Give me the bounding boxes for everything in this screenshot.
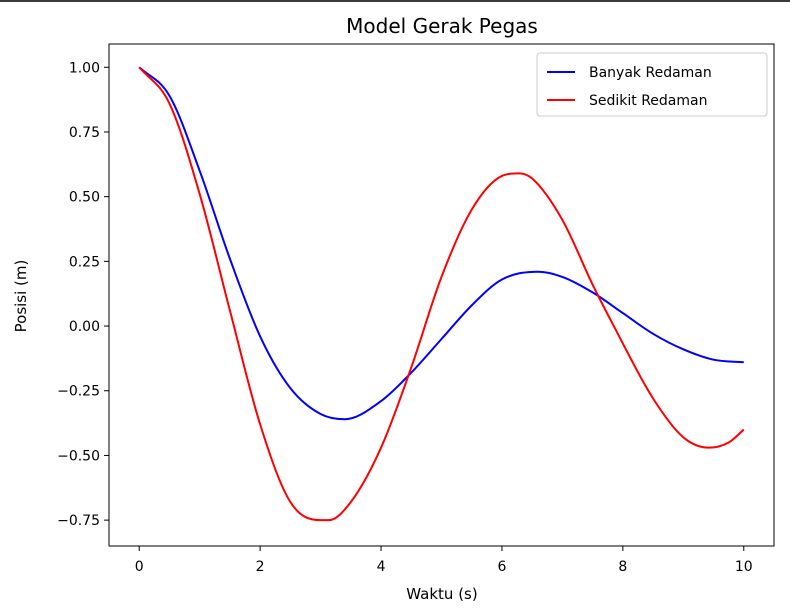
series-line-banyak-redaman xyxy=(138,66,744,421)
y-tick-label: 0.50 xyxy=(69,190,100,206)
plot-area xyxy=(138,66,745,522)
legend-box xyxy=(536,52,768,117)
legend-label: Banyak Redaman xyxy=(589,65,712,81)
y-tick-label: −0.50 xyxy=(57,448,100,464)
y-tick-label: 0.25 xyxy=(69,254,100,270)
x-tick-label: 4 xyxy=(377,559,386,575)
x-tick-label: 8 xyxy=(618,559,627,575)
y-tick-label: −0.25 xyxy=(57,384,100,400)
legend-label: Sedikit Redaman xyxy=(589,93,707,109)
y-axis-label: Posisi (m) xyxy=(12,260,30,333)
axes-frame xyxy=(108,43,775,547)
x-tick-label: 0 xyxy=(135,559,144,575)
y-tick-label: 1.00 xyxy=(69,60,100,76)
x-tick-label: 2 xyxy=(256,559,265,575)
x-axis-label: Waktu (s) xyxy=(406,585,477,603)
x-tick-label: 6 xyxy=(497,559,506,575)
y-tick-label: 0.75 xyxy=(69,125,100,141)
window-top-border xyxy=(0,0,790,2)
series-line-sedikit-redaman xyxy=(138,66,745,522)
x-tick-label: 10 xyxy=(735,559,753,575)
y-tick-label: −0.75 xyxy=(57,513,100,529)
chart-title: Model Gerak Pegas xyxy=(346,14,538,38)
y-tick-label: 0.00 xyxy=(69,319,100,335)
legend: Banyak Redaman Sedikit Redaman xyxy=(536,52,768,117)
